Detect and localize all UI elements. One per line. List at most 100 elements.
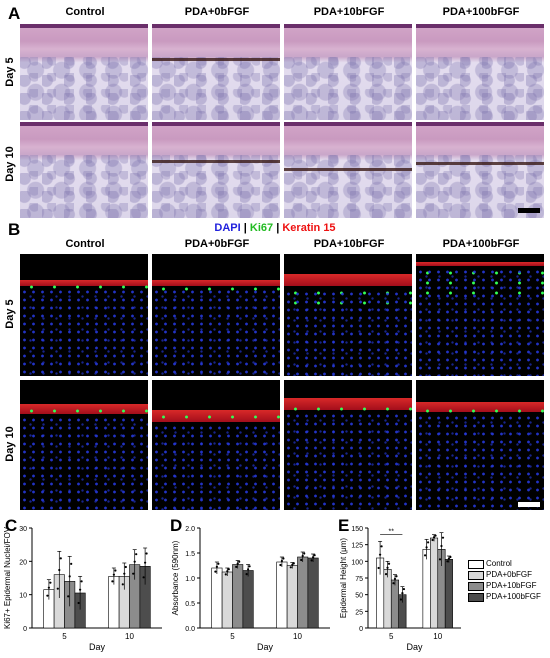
data-point (425, 546, 428, 549)
bar-d (221, 571, 233, 629)
panel-letter-d: D (170, 516, 183, 535)
y-tick-label: 1.0 (185, 576, 195, 583)
y-tick-label: 0 (359, 626, 363, 633)
data-point (392, 582, 395, 585)
y-axis-label: Ki67+ Epidermal Nuclei/FOV (3, 526, 12, 629)
y-axis-label: Absorbance (590nm) (171, 540, 180, 615)
data-point (247, 568, 250, 571)
legend-swatch-control (468, 560, 484, 569)
chart-d: 0.0 0.5 1.0 1.5 2.0 Absorbance (590nm) Day 5 10 (171, 526, 330, 652)
bar-d (297, 556, 309, 629)
data-point (245, 573, 248, 576)
data-point (310, 559, 313, 562)
data-point (142, 576, 145, 579)
legend-swatch-pda0 (468, 571, 484, 580)
stain-separator: | (273, 222, 283, 234)
he-image-day5-control (20, 24, 148, 120)
data-point (236, 562, 239, 565)
data-point (432, 536, 436, 539)
legend-swatch-pda100 (468, 593, 484, 602)
data-point (70, 562, 73, 565)
bar-e (383, 569, 392, 629)
significance-label: ** (389, 529, 395, 536)
data-point (80, 580, 83, 583)
stain-dapi: DAPI (214, 222, 241, 234)
x-axis-label: Day (257, 642, 274, 652)
bar-d (307, 557, 319, 629)
data-point (227, 568, 230, 571)
data-point (378, 553, 382, 556)
y-tick-label: 1.5 (185, 551, 195, 558)
panel-letter-b: B (8, 220, 21, 239)
col-label-b-pda100: PDA+100bFGF (442, 238, 520, 250)
data-point (248, 565, 251, 568)
col-label-a-pda100: PDA+100bFGF (442, 6, 520, 18)
data-point (217, 562, 220, 565)
row-label-a-day5: Day 5 (4, 57, 16, 87)
y-axis-label: Epidermal Height (μm) (339, 538, 348, 619)
stain-legend: DAPI | Ki67 | Keratin 15 (0, 222, 550, 234)
data-point (114, 569, 117, 572)
data-point (449, 555, 452, 559)
data-point (401, 591, 404, 595)
fluor-image-day10-pda100 (416, 380, 544, 510)
data-point (56, 587, 59, 590)
data-point (393, 577, 397, 581)
y-tick-label: 20 (19, 559, 27, 566)
fluor-image-day10-control (20, 380, 148, 510)
y-tick-label: 75 (355, 576, 363, 583)
data-point (46, 594, 49, 597)
data-point (426, 541, 430, 544)
data-point (377, 566, 380, 570)
data-point (235, 565, 238, 568)
row-label-b-day10: Day 10 (4, 426, 16, 462)
fluor-image-day5-pda0 (152, 254, 280, 376)
he-image-day10-pda0 (152, 122, 280, 218)
data-point (300, 558, 303, 562)
data-point (447, 557, 451, 560)
x-tick-label: 5 (62, 632, 67, 641)
data-point (58, 568, 61, 572)
y-tick-label: 50 (355, 593, 363, 600)
data-point (282, 557, 285, 560)
data-point (145, 552, 148, 555)
y-tick-label: 30 (19, 526, 27, 533)
data-point (226, 570, 229, 573)
data-point (68, 575, 71, 578)
data-point (399, 598, 403, 601)
col-label-b-pda10: PDA+10bFGF (313, 238, 385, 250)
panel-letter-e: E (338, 516, 350, 535)
data-point (423, 554, 427, 557)
y-tick-label: 2.0 (185, 526, 195, 533)
he-image-day5-pda10 (284, 24, 412, 120)
data-point (279, 563, 282, 567)
legend-swatch-pda10 (468, 582, 484, 591)
data-point (441, 536, 445, 539)
col-label-a-control: Control (65, 6, 105, 18)
data-point (121, 583, 124, 586)
row-label-a-day10: Day 10 (4, 146, 16, 182)
data-point (386, 566, 389, 569)
data-point (384, 573, 388, 576)
x-axis-label: Day (89, 642, 106, 652)
bar-e (422, 549, 431, 629)
x-tick-label: 5 (389, 632, 394, 641)
col-label-a-pda10: PDA+10bFGF (313, 6, 385, 18)
data-point (47, 586, 51, 589)
he-image-day10-pda100 (416, 122, 544, 218)
x-tick-label: 10 (125, 632, 134, 641)
panel-letter-c: C (5, 516, 18, 535)
bar-d (286, 565, 298, 629)
data-point (238, 560, 241, 563)
fluor-image-day5-control (20, 254, 148, 376)
data-point (135, 553, 138, 556)
row-label-b-day5: Day 5 (4, 299, 16, 329)
data-point (124, 565, 127, 569)
fluor-image-day5-pda10 (284, 254, 412, 376)
y-tick-label: 10 (19, 593, 27, 600)
scale-bar-b (518, 502, 540, 507)
data-point (387, 562, 391, 565)
data-point (79, 588, 82, 591)
data-point (123, 572, 126, 575)
